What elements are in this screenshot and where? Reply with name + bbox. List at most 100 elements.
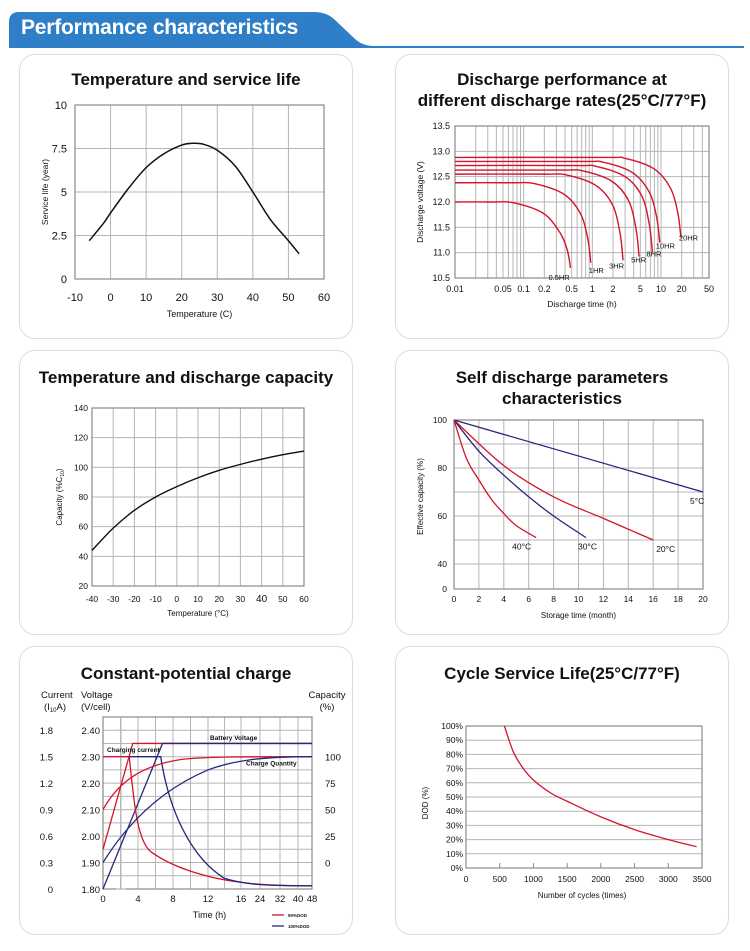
current-axis-unit: (I10A) [44,702,66,714]
x-tick-label: 1000 [524,874,543,884]
x-tick-label: 4 [135,894,140,905]
y-tick-label: 13.5 [432,121,450,131]
y-tick-label: 100 [74,462,88,472]
capacity-tick-label: 75 [325,779,336,790]
series-label-5hr: 5HR [631,256,647,265]
plot-frame [453,419,704,590]
chart-card-constant-potential-charge: Constant-potential charge 0 0.3 0.6 0.9 1.2 1… [19,646,353,935]
x-tick-label: -10 [67,292,83,304]
y-tick-label: 60% [446,778,463,788]
x-tick-label: 40 [247,292,259,304]
x-tick-label: -20 [128,594,141,604]
chart-cycle-service-life: 0 500 1000 1500 2000 2500 3000 3500 0% 10% 20% 30% 4… [421,721,712,900]
voltage-tick-label: 2.00 [82,832,101,843]
chart-card-temp-discharge-capacity: Temperature and discharge capacity -40 -3… [19,350,353,635]
y-tick-label: 10.5 [432,273,450,283]
x-tick-label: 2 [477,594,482,604]
y-tick-label: 40% [446,806,463,816]
y-axis-label: Effective capacity (%) [416,458,425,535]
page-title: Performance characteristics [21,16,299,39]
x-tick-label: 40 [293,894,304,905]
x-axis-label: Temperature (°C) [167,609,229,618]
x-tick-label: 0 [108,292,114,304]
current-tick-label: 1.5 [40,753,53,764]
x-tick-label: 4 [501,594,506,604]
x-tick-label: 3000 [659,874,678,884]
current-tick-label: 0.3 [40,859,53,870]
series-line-20hr [454,156,682,238]
series-label-20c: 20°C [656,544,675,554]
x-tick-label: 6 [526,594,531,604]
x-tick-label: 16 [236,894,247,905]
chart-card-self-discharge: Self discharge parameters characteristic… [395,350,729,635]
y-tick-label: 140 [74,403,88,413]
chart-title-line-1: Discharge performance at [457,70,667,89]
chart-title: Self discharge parameters characteristic… [455,368,669,408]
series-line-40c [453,419,537,539]
plot-frame [91,407,305,587]
series-line-30c [453,419,587,539]
x-tick-label: 50 [278,594,288,604]
annotation-charge-quantity: Charge Quantity [246,760,297,767]
x-tick-label: 20 [698,594,708,604]
x-tick-label: -30 [107,594,120,604]
capacity-tick-label: 25 [325,832,336,843]
current-tick-label: 0.9 [40,806,53,817]
legend-label: 100%DOD [288,924,310,929]
capacity-tick-label: 50 [325,806,336,817]
x-tick-label: 60 [299,594,309,604]
series-label-8hr: 8HR [646,250,662,259]
series-line-10hr [454,160,661,243]
x-tick-label: 12 [599,594,609,604]
chart-temp-discharge-capacity: -40 -30 -20 -10 0 10 20 30 40 50 60 20 40 60 80 100 120 1… [55,403,309,618]
current-tick-label: 0 [48,885,53,896]
x-tick-label: 0 [452,594,457,604]
plot-frame [102,716,313,890]
voltage-tick-label: 1.90 [82,859,101,870]
x-tick-label: 30 [236,594,246,604]
x-tick-label: 500 [493,874,507,884]
chart-title-line-2: different discharge rates(25°C/77°F) [417,91,707,110]
y-tick-label: 0% [451,863,464,873]
y-tick-label: 20% [446,835,463,845]
x-tick-label: 8 [170,894,175,905]
annotation-battery-voltage: Battery Voltage [210,735,258,742]
series-label-30c: 30°C [578,542,597,552]
current-axis-title: Current [41,690,73,701]
x-tick-label: 16 [648,594,658,604]
series-line-quantity-50dod [102,756,313,810]
y-tick-label: 90% [446,735,463,745]
plot-frame [465,725,703,869]
voltage-tick-label: 1.80 [82,885,101,896]
x-tick-label: 0 [100,894,105,905]
series-label-10hr: 10HR [656,242,676,251]
x-tick-label: 2 [610,284,615,294]
x-tick-label: 10 [656,284,666,294]
x-tick-label: 40 [256,594,268,605]
y-axis-label: Service life (year) [40,159,50,225]
current-tick-label: 0.6 [40,832,53,843]
y-axis-label: Capacity (%C10) [55,468,66,525]
series-line-service-life [88,142,300,255]
y-tick-label: 12.5 [432,172,450,182]
x-tick-label: 50 [704,284,714,294]
annotation-charging-current: Charging current [107,747,161,754]
x-tick-label: 1500 [558,874,577,884]
series-line-5hr [454,169,640,257]
series-line-current-100dod [129,756,313,887]
series-label-20hr: 20HR [679,233,699,242]
chart-title: Temperature and service life [71,70,301,89]
x-tick-label: 48 [307,894,318,905]
x-tick-label: 50 [282,292,294,304]
y-tick-label: 10% [446,849,463,859]
y-tick-label: 12.0 [432,197,450,207]
capacity-tick-label: 100 [325,753,341,764]
x-tick-label: 20 [214,594,224,604]
x-axis-label: Number of cycles (times) [538,891,627,900]
series-label-3hr: 3HR [609,261,625,270]
series-line-quantity-100dod [102,756,313,863]
y-tick-label: 100 [433,415,447,425]
y-tick-label: 40 [79,551,89,561]
x-tick-label: 30 [211,292,223,304]
